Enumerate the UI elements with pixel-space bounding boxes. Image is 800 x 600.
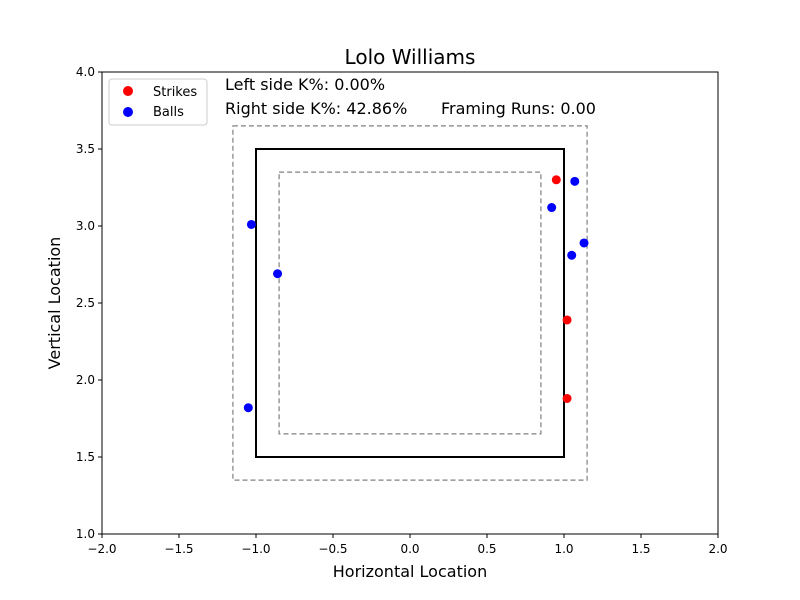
y-tick-label: 4.0 bbox=[76, 65, 95, 79]
y-tick-label: 2.5 bbox=[76, 296, 95, 310]
ball-point-2 bbox=[243, 403, 253, 413]
x-tick-label: −1.5 bbox=[164, 542, 193, 556]
left-k-annotation: Left side K%: 0.00% bbox=[225, 75, 385, 94]
ball-point-3 bbox=[547, 203, 557, 213]
chart-title: Lolo Williams bbox=[345, 45, 476, 69]
x-tick-label: 0.5 bbox=[477, 542, 496, 556]
y-tick-label: 3.0 bbox=[76, 219, 95, 233]
points-layer bbox=[243, 175, 589, 413]
strike-point-2 bbox=[562, 393, 572, 403]
y-tick-label: 2.0 bbox=[76, 373, 95, 387]
x-tick-label: 1.5 bbox=[631, 542, 650, 556]
legend: Strikes Balls bbox=[108, 78, 208, 126]
x-tick-label: 1.0 bbox=[554, 542, 573, 556]
legend-marker-balls bbox=[123, 107, 133, 117]
legend-marker-strikes bbox=[123, 86, 133, 96]
y-tick-label: 1.5 bbox=[76, 450, 95, 464]
y-axis-label: Vertical Location bbox=[45, 237, 64, 370]
strike-point-1 bbox=[562, 315, 572, 325]
legend-label-balls: Balls bbox=[153, 105, 184, 120]
ball-point-5 bbox=[579, 238, 589, 248]
framing-runs-annotation: Framing Runs: 0.00 bbox=[441, 99, 596, 118]
strike-point-0 bbox=[551, 175, 561, 185]
x-tick-label: −1.0 bbox=[241, 542, 270, 556]
y-axis-ticks: 1.0 1.5 2.0 2.5 3.0 3.5 4.0 bbox=[76, 65, 102, 541]
y-tick-label: 1.0 bbox=[76, 527, 95, 541]
legend-label-strikes: Strikes bbox=[153, 85, 197, 100]
x-tick-label: 2.0 bbox=[708, 542, 727, 556]
x-axis-ticks: −2.0 −1.5 −1.0 −0.5 0.0 0.5 1.0 1.5 2.0 bbox=[87, 534, 728, 556]
x-tick-label: 0.0 bbox=[400, 542, 419, 556]
x-axis-label: Horizontal Location bbox=[333, 562, 487, 581]
zone-layer bbox=[232, 125, 588, 481]
x-tick-label: −2.0 bbox=[87, 542, 116, 556]
ball-point-4 bbox=[570, 176, 580, 186]
right-k-annotation: Right side K%: 42.86% bbox=[225, 99, 407, 118]
legend-box bbox=[108, 78, 208, 126]
outer-zone-dashed bbox=[232, 125, 588, 481]
inner-zone-dashed bbox=[278, 171, 542, 435]
ball-point-1 bbox=[273, 269, 283, 279]
ball-point-0 bbox=[246, 219, 256, 229]
x-tick-label: −0.5 bbox=[318, 542, 347, 556]
ball-point-6 bbox=[567, 250, 577, 260]
strike-zone bbox=[255, 148, 565, 458]
y-tick-label: 3.5 bbox=[76, 142, 95, 156]
